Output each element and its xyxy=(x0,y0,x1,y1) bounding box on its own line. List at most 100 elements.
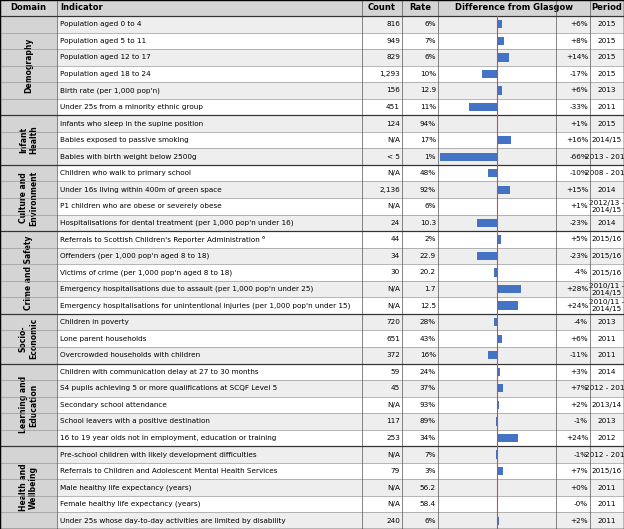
Text: Male healthy life expectancy (years): Male healthy life expectancy (years) xyxy=(60,485,192,491)
Text: Secondary school attendance: Secondary school attendance xyxy=(60,402,167,408)
Text: 10%: 10% xyxy=(420,71,436,77)
Text: N/A: N/A xyxy=(387,402,400,408)
Text: +7%: +7% xyxy=(570,468,588,474)
Text: 1,293: 1,293 xyxy=(379,71,400,77)
Text: 372: 372 xyxy=(386,352,400,358)
Bar xyxy=(0,248,624,264)
Bar xyxy=(494,268,497,277)
Text: Learning and
Education: Learning and Education xyxy=(19,376,38,433)
Bar xyxy=(497,302,517,310)
Bar xyxy=(497,434,517,442)
Text: 2015: 2015 xyxy=(598,121,617,126)
Bar xyxy=(0,363,624,380)
Text: 6%: 6% xyxy=(424,203,436,209)
Text: Indicator: Indicator xyxy=(60,4,103,13)
Bar xyxy=(497,20,502,29)
Text: Children who walk to primary school: Children who walk to primary school xyxy=(60,170,191,176)
Bar xyxy=(497,136,510,144)
Bar xyxy=(0,446,624,463)
Text: -33%: -33% xyxy=(569,104,588,110)
Text: Difference from Glasgow: Difference from Glasgow xyxy=(455,4,573,13)
Text: 2015/16: 2015/16 xyxy=(592,236,622,242)
Text: School leavers with a positive destination: School leavers with a positive destinati… xyxy=(60,418,210,424)
Text: 2013: 2013 xyxy=(598,418,617,424)
Text: -17%: -17% xyxy=(569,71,588,77)
Text: Hospitalisations for dental treatment (per 1,000 pop'n under 16): Hospitalisations for dental treatment (p… xyxy=(60,220,293,226)
Bar xyxy=(497,186,510,194)
Bar xyxy=(494,318,497,326)
Bar xyxy=(0,331,624,347)
Text: +1%: +1% xyxy=(570,121,588,126)
Text: N/A: N/A xyxy=(387,303,400,308)
Text: Referrals to Scottish Children's Reporter Administration ⁶: Referrals to Scottish Children's Reporte… xyxy=(60,236,265,243)
Bar xyxy=(0,413,624,430)
Bar xyxy=(0,115,624,132)
Bar xyxy=(0,115,57,165)
Text: 2015: 2015 xyxy=(598,54,617,60)
Bar xyxy=(0,231,624,248)
Text: 2013: 2013 xyxy=(598,319,617,325)
Bar xyxy=(497,334,502,343)
Bar xyxy=(0,149,624,165)
Text: Population aged 5 to 11: Population aged 5 to 11 xyxy=(60,38,146,44)
Text: 2015/16: 2015/16 xyxy=(592,253,622,259)
Bar xyxy=(0,347,624,363)
Bar xyxy=(0,99,624,115)
Bar xyxy=(497,37,504,45)
Text: Pre-school children with likely development difficulties: Pre-school children with likely developm… xyxy=(60,452,256,458)
Text: Overcrowded households with children: Overcrowded households with children xyxy=(60,352,200,358)
Bar xyxy=(487,351,497,359)
Bar xyxy=(497,235,501,243)
Text: 2015: 2015 xyxy=(598,21,617,28)
Text: -66%: -66% xyxy=(569,153,588,160)
Text: -1%: -1% xyxy=(574,452,588,458)
Text: 2%: 2% xyxy=(424,236,436,242)
Bar xyxy=(497,120,498,127)
Text: +8%: +8% xyxy=(570,38,588,44)
Bar xyxy=(0,446,57,529)
Text: N/A: N/A xyxy=(387,286,400,292)
Text: 30: 30 xyxy=(391,269,400,276)
Text: 2013: 2013 xyxy=(598,87,617,94)
Bar xyxy=(489,169,497,177)
Text: 48%: 48% xyxy=(420,170,436,176)
Bar xyxy=(497,53,509,61)
Bar xyxy=(477,252,497,260)
Text: 2011: 2011 xyxy=(598,518,617,524)
Text: Babies exposed to passive smoking: Babies exposed to passive smoking xyxy=(60,137,188,143)
Bar xyxy=(0,181,624,198)
Text: Domain: Domain xyxy=(11,4,47,13)
Text: 16 to 19 year olds not in employment, education or training: 16 to 19 year olds not in employment, ed… xyxy=(60,435,276,441)
Bar xyxy=(0,314,624,331)
Text: Lone parent households: Lone parent households xyxy=(60,336,147,342)
Text: +2%: +2% xyxy=(570,518,588,524)
Text: 2011: 2011 xyxy=(598,336,617,342)
Text: 2014: 2014 xyxy=(598,187,617,193)
Text: 34: 34 xyxy=(391,253,400,259)
Text: Offenders (per 1,000 pop'n aged 8 to 18): Offenders (per 1,000 pop'n aged 8 to 18) xyxy=(60,253,209,259)
Text: -23%: -23% xyxy=(569,253,588,259)
Text: Socio-
Economic: Socio- Economic xyxy=(19,318,38,359)
Text: Period: Period xyxy=(592,4,622,13)
Text: +24%: +24% xyxy=(566,303,588,308)
Text: Babies with birth weight below 2500g: Babies with birth weight below 2500g xyxy=(60,153,197,160)
Text: Demography: Demography xyxy=(24,38,33,93)
Text: 22.9: 22.9 xyxy=(420,253,436,259)
Bar xyxy=(441,152,497,161)
Text: 651: 651 xyxy=(386,336,400,342)
Text: 2013 - 2015: 2013 - 2015 xyxy=(585,153,624,160)
Bar xyxy=(497,384,503,393)
Text: +3%: +3% xyxy=(570,369,588,375)
Text: Health and
Wellbeing: Health and Wellbeing xyxy=(19,464,38,512)
Bar xyxy=(0,314,57,363)
Text: +24%: +24% xyxy=(566,435,588,441)
Text: 451: 451 xyxy=(386,104,400,110)
Bar xyxy=(0,363,57,446)
Text: N/A: N/A xyxy=(387,452,400,458)
Bar xyxy=(0,231,57,314)
Bar xyxy=(497,517,499,525)
Bar xyxy=(0,281,624,297)
Text: Count: Count xyxy=(368,4,396,13)
Bar xyxy=(497,368,500,376)
Text: Under 25s whose day-to-day activities are limited by disability: Under 25s whose day-to-day activities ar… xyxy=(60,518,286,524)
